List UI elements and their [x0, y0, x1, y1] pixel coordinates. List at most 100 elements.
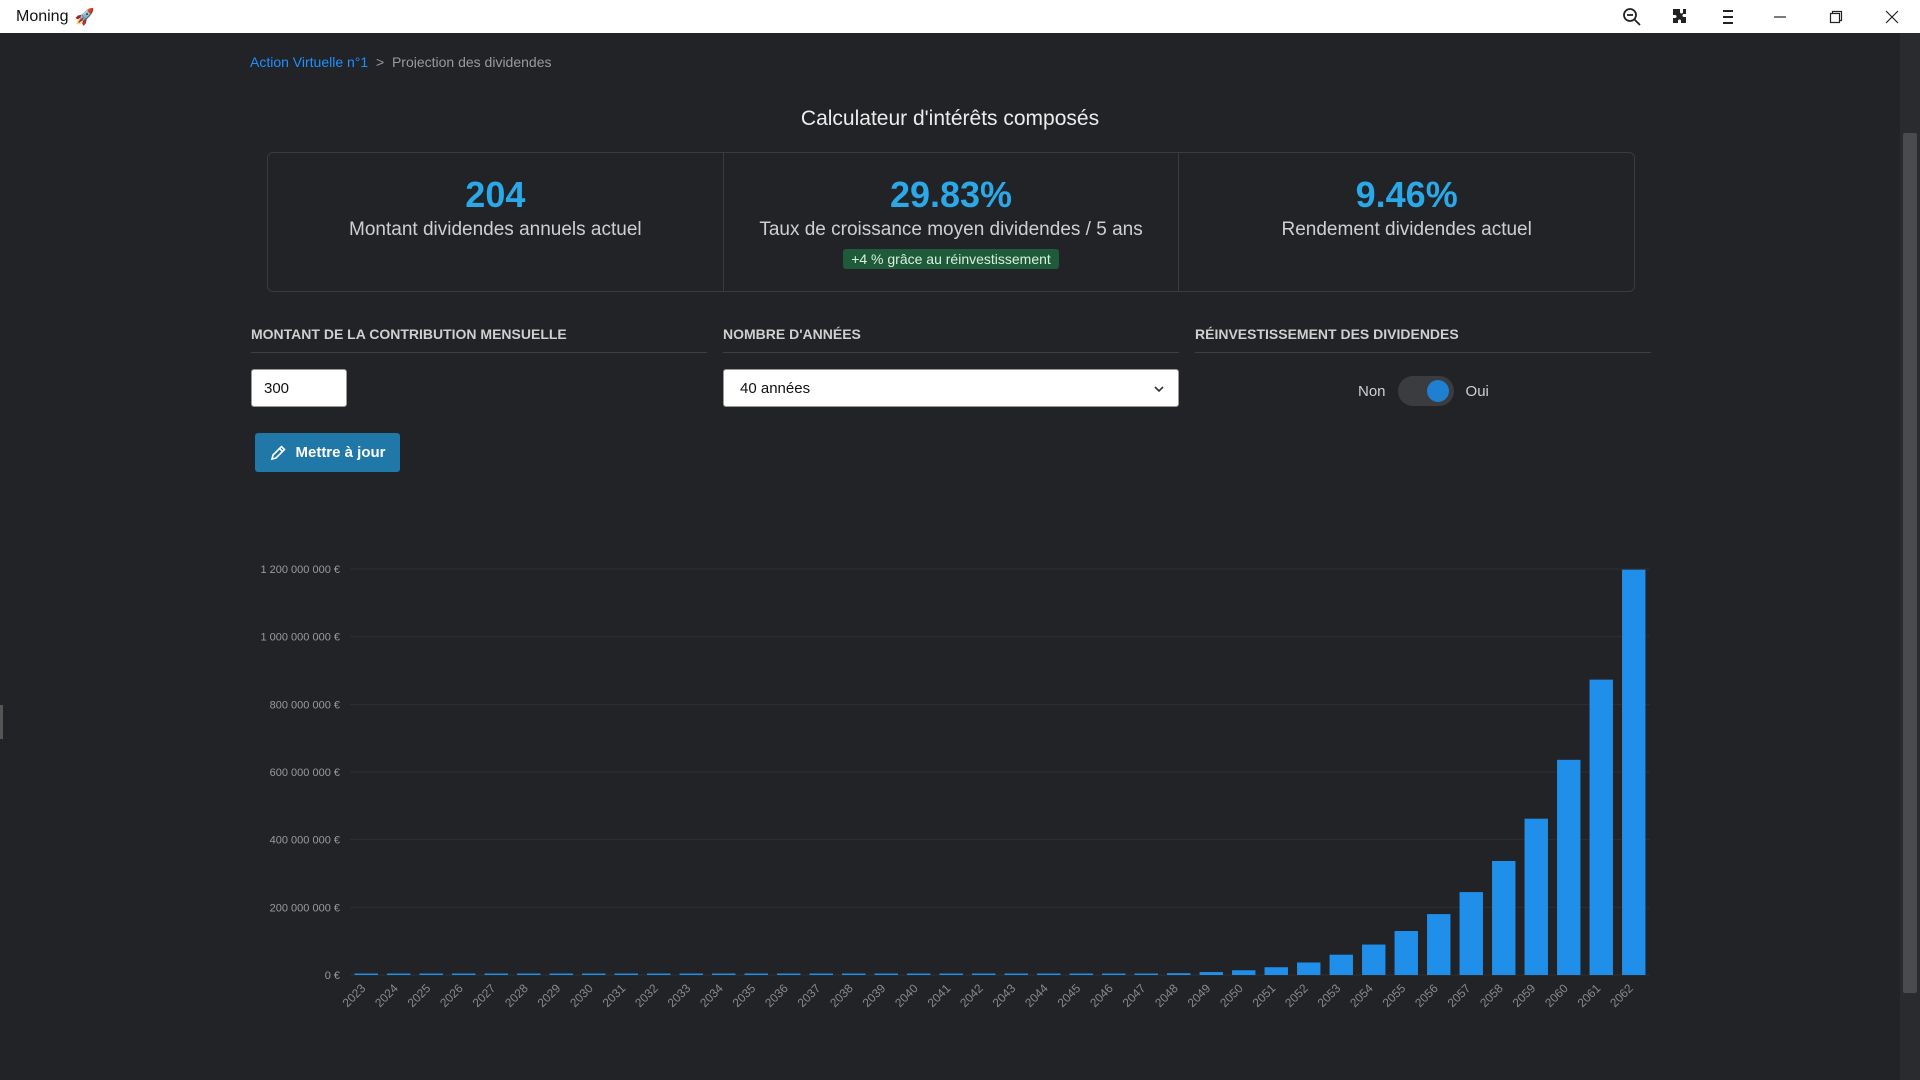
chart-bar[interactable] [1102, 973, 1126, 976]
rocket-icon: 🚀 [74, 8, 95, 26]
chart-bar[interactable] [354, 973, 378, 976]
chart-bar[interactable] [1492, 860, 1516, 975]
contribution-input[interactable] [251, 369, 347, 407]
reinvest-label: RÉINVESTISSEMENT DES DIVIDENDES [1195, 326, 1459, 342]
stat-label: Rendement dividendes actuel [1281, 219, 1532, 240]
x-tick-label: 2024 [372, 981, 401, 1010]
x-tick-label: 2058 [1477, 981, 1506, 1010]
chart-bar[interactable] [1069, 973, 1093, 976]
breadcrumb-current: Projection des dividendes [391, 54, 552, 68]
stat-value: 204 [465, 174, 526, 215]
scrollbar-thumb[interactable] [1903, 133, 1917, 993]
x-tick-label: 2042 [957, 981, 986, 1010]
reinvest-toggle-group: Non Oui [1358, 376, 1489, 406]
chart-bar[interactable] [777, 973, 801, 976]
close-icon[interactable] [1864, 0, 1920, 33]
chart-bar[interactable] [1134, 973, 1158, 976]
chart-bar[interactable] [484, 973, 508, 976]
chart-bar[interactable] [452, 973, 476, 976]
x-tick-label: 2061 [1575, 981, 1604, 1010]
chart-bar[interactable] [582, 973, 606, 976]
chart-bar[interactable] [1524, 818, 1548, 975]
chart-bar[interactable] [1427, 914, 1451, 975]
x-tick-label: 2023 [340, 981, 369, 1010]
chart-bar[interactable] [1232, 970, 1256, 975]
chart-bar[interactable] [1199, 972, 1223, 975]
chart-bar[interactable] [1394, 931, 1418, 975]
chart-bar[interactable] [809, 973, 833, 976]
contribution-label: MONTANT DE LA CONTRIBUTION MENSUELLE [251, 326, 567, 342]
toggle-on-label: Oui [1465, 382, 1489, 400]
x-tick-label: 2059 [1510, 981, 1539, 1010]
reinvest-toggle[interactable] [1397, 376, 1454, 406]
chart-bar[interactable] [874, 973, 898, 976]
chart-bar[interactable] [939, 973, 963, 976]
extensions-icon[interactable] [1656, 0, 1704, 33]
zoom-out-icon[interactable] [1608, 0, 1656, 33]
chevron-down-icon [1154, 386, 1164, 393]
x-tick-label: 2050 [1217, 981, 1246, 1010]
chart-bar[interactable] [744, 973, 768, 976]
x-tick-label: 2040 [892, 981, 921, 1010]
chart-bar[interactable] [1004, 973, 1028, 976]
x-tick-label: 2036 [762, 981, 791, 1010]
x-tick-label: 2048 [1152, 981, 1181, 1010]
chart-bar[interactable] [387, 973, 411, 976]
x-tick-label: 2045 [1055, 981, 1084, 1010]
chart-bar[interactable] [614, 973, 638, 976]
chart-bar[interactable] [842, 973, 866, 976]
toggle-knob [1426, 380, 1449, 402]
years-label: NOMBRE D'ANNÉES [723, 326, 861, 342]
chart-bar[interactable] [1297, 962, 1321, 975]
chart-bar[interactable] [1037, 973, 1061, 976]
x-tick-label: 2030 [567, 981, 596, 1010]
stat-growth-rate: 29.83% Taux de croissance moyen dividend… [724, 153, 1180, 291]
x-tick-label: 2046 [1087, 981, 1116, 1010]
pencil-icon [271, 444, 287, 460]
chart-bar[interactable] [1167, 973, 1191, 975]
x-tick-label: 2057 [1445, 981, 1474, 1010]
x-tick-label: 2043 [990, 981, 1019, 1010]
x-tick-label: 2047 [1120, 981, 1149, 1010]
update-button-label: Mettre à jour [295, 444, 386, 461]
x-tick-label: 2028 [502, 981, 531, 1010]
y-tick-label: 1 200 000 000 € [260, 564, 340, 576]
stat-annual-dividends: 204 Montant dividendes annuels actuel [268, 153, 724, 291]
x-tick-label: 2052 [1282, 981, 1311, 1010]
stat-value: 29.83% [889, 174, 1013, 215]
chart-bar[interactable] [972, 973, 996, 976]
chart-bar[interactable] [679, 973, 703, 976]
chart-bar[interactable] [1264, 967, 1288, 975]
stat-label: Montant dividendes annuels actuel [349, 219, 642, 240]
scrollbar[interactable] [1900, 33, 1920, 1080]
chart-bar[interactable] [907, 973, 931, 976]
chart-bar[interactable] [712, 973, 736, 976]
x-tick-label: 2026 [437, 981, 466, 1010]
restore-icon[interactable] [1808, 0, 1864, 33]
chart-bar[interactable] [517, 973, 541, 976]
chart-bar[interactable] [1362, 944, 1386, 975]
page-title: Calculateur d'intérêts composés [800, 107, 1100, 130]
chart-bar[interactable] [549, 973, 573, 976]
menu-icon[interactable] [1704, 0, 1752, 33]
divider [723, 352, 1179, 353]
y-tick-label: 800 000 000 € [270, 699, 340, 711]
x-tick-label: 2035 [730, 981, 759, 1010]
update-button[interactable]: Mettre à jour [255, 433, 400, 472]
stat-dividend-yield: 9.46% Rendement dividendes actuel [1179, 153, 1634, 291]
chart-bar[interactable] [1589, 679, 1613, 975]
y-tick-label: 600 000 000 € [270, 767, 340, 779]
minimize-icon[interactable] [1752, 0, 1808, 33]
chart-bar[interactable] [1459, 892, 1483, 975]
x-tick-label: 2051 [1250, 981, 1279, 1010]
chart-bar[interactable] [1557, 759, 1581, 975]
breadcrumb: Action Virtuelle n°1 > Projection des di… [250, 54, 551, 68]
window-titlebar: Moning 🚀 [0, 0, 1920, 33]
chart-bar[interactable] [1622, 569, 1646, 975]
breadcrumb-link[interactable]: Action Virtuelle n°1 [250, 54, 369, 68]
x-tick-label: 2025 [405, 981, 434, 1010]
chart-bar[interactable] [1329, 954, 1353, 975]
chart-bar[interactable] [419, 973, 443, 976]
years-select[interactable]: 40 années [723, 369, 1179, 407]
chart-bar[interactable] [647, 973, 671, 976]
